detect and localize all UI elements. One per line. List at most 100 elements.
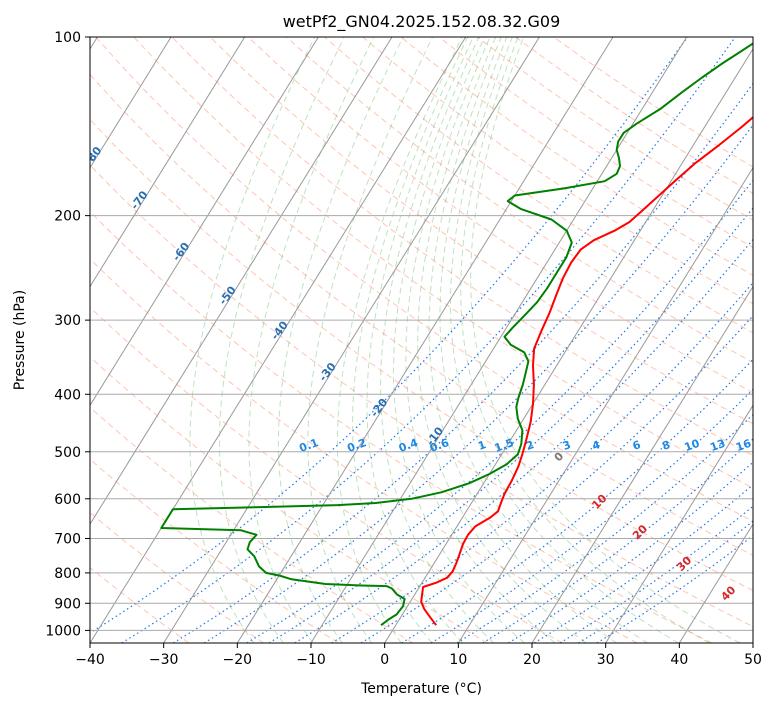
y-tick-label: 700 bbox=[54, 532, 81, 548]
dry-adiabat bbox=[476, 37, 753, 221]
dry-adiabat bbox=[133, 37, 753, 489]
dry-adiabat bbox=[90, 258, 638, 643]
mixing-ratio-label: 1.5 bbox=[493, 436, 516, 455]
dry-adiabat bbox=[171, 37, 753, 457]
mixing-ratio-label: 6 bbox=[631, 438, 643, 453]
mixing-ratio-label: 13 bbox=[708, 437, 727, 454]
x-tick-label: 0 bbox=[380, 652, 389, 668]
mixing-ratio-label: 20 bbox=[760, 437, 775, 455]
mixing-ratio-line bbox=[172, 82, 753, 643]
dry-adiabat bbox=[324, 37, 753, 334]
x-tick-label: −30 bbox=[149, 652, 179, 668]
moist-adiabat-label: 30 bbox=[674, 554, 694, 574]
dry-adiabat bbox=[90, 567, 190, 643]
isotherm-line bbox=[752, 642, 753, 643]
x-axis-title: Temperature (°C) bbox=[360, 681, 482, 697]
dry-adiabat bbox=[286, 37, 753, 364]
moist-adiabat bbox=[439, 37, 648, 643]
y-axis-title: Pressure (hPa) bbox=[12, 290, 28, 390]
moist-adiabat bbox=[405, 37, 556, 643]
x-tick-label: 50 bbox=[744, 652, 762, 668]
chart-title: wetPf2_GN04.2025.152.08.32.G09 bbox=[283, 12, 561, 32]
moist-adiabat bbox=[352, 37, 469, 643]
dry-adiabat bbox=[90, 118, 753, 592]
dry-adiabat bbox=[90, 73, 753, 557]
dry-adiabat bbox=[95, 37, 753, 522]
x-tick-label: −40 bbox=[75, 652, 105, 668]
x-tick-label: −10 bbox=[296, 652, 326, 668]
isotherm-line bbox=[90, 37, 246, 288]
mixing-ratio-line bbox=[482, 438, 753, 643]
isotherm-line bbox=[384, 47, 753, 643]
dry-adiabat bbox=[90, 210, 712, 643]
mixing-ratio-label: 0.6 bbox=[428, 436, 451, 455]
moist-adiabat bbox=[449, 37, 679, 643]
background-lines bbox=[90, 37, 753, 643]
moist-adiabat bbox=[307, 37, 434, 643]
mixing-ratio-label: 0.2 bbox=[345, 436, 368, 455]
moist-adiabat bbox=[460, 37, 710, 643]
moist-adiabat-label: 10 bbox=[589, 492, 609, 512]
mixing-ratio-line bbox=[430, 388, 753, 643]
dry-adiabat bbox=[90, 164, 753, 628]
dry-adiabat bbox=[90, 306, 563, 643]
isotherm-line bbox=[678, 523, 753, 643]
axis-ticks: −40 −30 −20 −10 0 10 20 30 40 5010020030040050060… bbox=[45, 30, 762, 668]
moist-adiabat bbox=[219, 37, 345, 643]
moist-adiabat bbox=[380, 37, 494, 643]
moist-adiabat-label: 20 bbox=[630, 522, 650, 542]
isotherm-line bbox=[457, 166, 753, 643]
mixing-ratio-line bbox=[90, 37, 688, 634]
mixing-ratio-line bbox=[294, 238, 753, 643]
y-tick-label: 500 bbox=[54, 445, 81, 461]
y-tick-label: 400 bbox=[54, 387, 81, 403]
mixing-ratio-label: 4 bbox=[590, 438, 602, 453]
mixing-ratio-label: 10 bbox=[683, 437, 702, 455]
x-tick-label: 10 bbox=[449, 652, 467, 668]
x-tick-label: 20 bbox=[523, 652, 541, 668]
mixing-ratio-line bbox=[203, 124, 753, 643]
series-lines bbox=[160, 42, 753, 626]
isotherm-label: -40 bbox=[268, 318, 291, 342]
y-tick-label: 600 bbox=[54, 492, 81, 508]
isotherm-label: -20 bbox=[368, 396, 391, 420]
moist-adiabat bbox=[366, 37, 474, 643]
temperature-profile-line bbox=[420, 116, 753, 626]
x-tick-label: −20 bbox=[223, 652, 253, 668]
mixing-ratio-line bbox=[121, 37, 736, 643]
y-tick-label: 1000 bbox=[45, 623, 81, 639]
mixing-ratio-line bbox=[596, 534, 753, 643]
isotherm-line bbox=[90, 37, 319, 407]
y-tick-label: 800 bbox=[54, 566, 81, 582]
isotherm-line bbox=[236, 37, 614, 643]
mixing-ratio-line bbox=[456, 413, 753, 643]
dry-adiabat bbox=[90, 458, 339, 643]
isotherm-line bbox=[90, 37, 172, 169]
mixing-ratio-label: 8 bbox=[660, 438, 672, 453]
moist-adiabat bbox=[428, 37, 618, 643]
isotherm-line bbox=[531, 285, 753, 643]
mixing-ratio-line bbox=[508, 461, 753, 643]
isotherm-label: -70 bbox=[128, 188, 151, 212]
dry-adiabat bbox=[247, 37, 753, 394]
mixing-ratio-label: 3 bbox=[561, 438, 573, 453]
isotherm-label: -100 bbox=[0, 51, 15, 81]
isotherm-line bbox=[90, 37, 467, 643]
x-tick-label: 30 bbox=[597, 652, 615, 668]
moist-adiabat bbox=[470, 37, 741, 643]
mixing-ratio-line bbox=[401, 358, 753, 643]
dry-adiabat bbox=[90, 356, 488, 643]
isotherm-label: -30 bbox=[316, 360, 339, 384]
isotherm-line bbox=[605, 404, 753, 643]
y-tick-label: 900 bbox=[54, 596, 81, 612]
mixing-ratio-label: 2 bbox=[524, 438, 536, 453]
mixing-ratio-label: 0.1 bbox=[298, 436, 321, 455]
mixing-ratio-label: 16 bbox=[734, 437, 753, 455]
isotherm-label: -90 bbox=[35, 100, 58, 124]
mixing-ratio-label: 0.4 bbox=[397, 436, 420, 455]
y-tick-label: 200 bbox=[54, 209, 81, 225]
moist-adiabat bbox=[417, 37, 587, 643]
grid-lines bbox=[90, 37, 753, 643]
moist-adiabat bbox=[393, 37, 525, 643]
